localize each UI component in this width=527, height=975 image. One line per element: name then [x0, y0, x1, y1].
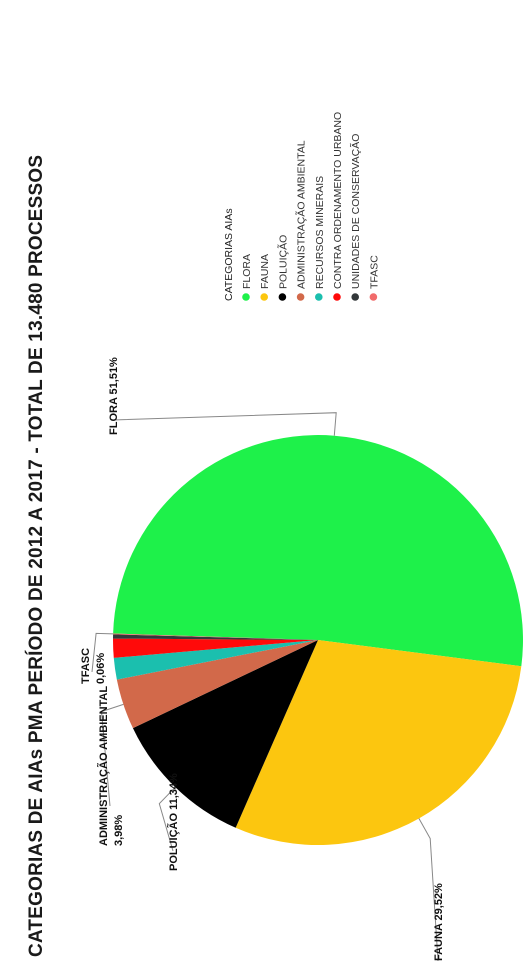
- legend-item-flora: FLORA: [241, 254, 253, 301]
- legend-title: CATEGORIAS AIAs: [223, 208, 235, 301]
- legend-swatch-flora: [242, 293, 250, 301]
- legend-swatch-administracao-ambiental: [296, 293, 305, 301]
- legend-item-administracao-ambiental: ADMINISTRAÇÃO AMBIENTAL: [295, 140, 308, 301]
- legend-label-administracao-ambiental: ADMINISTRAÇÃO AMBIENTAL: [295, 140, 308, 289]
- legend-swatch-fauna: [260, 293, 269, 301]
- legend-swatch-unidades-de-conservacao: [351, 293, 360, 301]
- data-label-tfasc-2: 0,06%: [95, 653, 107, 684]
- leader-line-poluicao: [158, 786, 176, 852]
- data-label-fauna: FAUNA 29,52%: [433, 883, 445, 961]
- legend-item-contra-ordenamento-urbano: CONTRA ORDENAMENTO URBANO: [332, 112, 344, 301]
- legend-item-recursos-minerais: RECURSOS MINERAIS: [314, 176, 326, 301]
- legend-item-tfasc: TFASC: [368, 255, 380, 301]
- legend-item-unidades-de-conservacao: UNIDADES DE CONSERVAÇÃO: [349, 134, 362, 301]
- data-label-administracao-ambiental-1: ADMINISTRAÇÃO AMBIENTAL: [97, 686, 110, 846]
- legend-label-poluicao: POLUIÇÃO: [276, 235, 289, 289]
- pie-slice-fauna: [235, 640, 522, 845]
- leader-line-flora: [112, 412, 337, 436]
- pie-slice-flora: [113, 435, 523, 667]
- data-label-poluicao: POLUIÇÃO 11,34%: [167, 773, 180, 871]
- legend-label-tfasc: TFASC: [368, 255, 380, 289]
- legend-swatch-poluicao: [278, 293, 287, 301]
- data-labels: FLORA 51,51% FAUNA 29,52% POLUIÇÃO 11,34% A…: [80, 357, 445, 962]
- pie-slice-unidades-de-conservacao: [113, 634, 318, 640]
- legend-swatch-tfasc: [369, 293, 378, 301]
- pie-slices: [112, 435, 523, 845]
- leader-line-tfasc: [91, 632, 114, 673]
- pie-slice-recursos-minerais: [113, 640, 318, 680]
- legend-label-recursos-minerais: RECURSOS MINERAIS: [314, 176, 326, 289]
- legend-swatch-contra-ordenamento-urbano: [333, 293, 341, 301]
- leader-line-administracao-ambiental: [100, 703, 124, 807]
- legend-label-flora: FLORA: [241, 254, 253, 289]
- legend-label-unidades-de-conservacao: UNIDADES DE CONSERVAÇÃO: [349, 134, 362, 289]
- pie-slice-poluicao: [132, 640, 318, 828]
- pie-slice-contra-ordenamento-urbano: [112, 638, 318, 658]
- legend-item-poluicao: POLUIÇÃO: [276, 235, 289, 301]
- data-label-tfasc-1: TFASC: [80, 648, 92, 684]
- data-label-administracao-ambiental-2: 3,98%: [113, 815, 125, 846]
- data-label-flora: FLORA 51,51%: [108, 357, 120, 435]
- chart-title: CATEGORIAS DE AIAs PMA PERÍODO DE 2012 A…: [25, 155, 47, 957]
- legend-swatch-recursos-minerais: [315, 293, 323, 301]
- legend-label-contra-ordenamento-urbano: CONTRA ORDENAMENTO URBANO: [332, 112, 344, 289]
- pie-slice-administracao-ambiental: [116, 640, 318, 729]
- legend-label-fauna: FAUNA: [259, 254, 271, 289]
- pie-slice-tfasc: [113, 633, 318, 640]
- legend: CATEGORIAS AIAs FLORA FAUNA POLUIÇÃO ADMINI…: [223, 112, 380, 301]
- leader-line-fauna: [418, 818, 439, 962]
- legend-item-fauna: FAUNA: [259, 254, 271, 301]
